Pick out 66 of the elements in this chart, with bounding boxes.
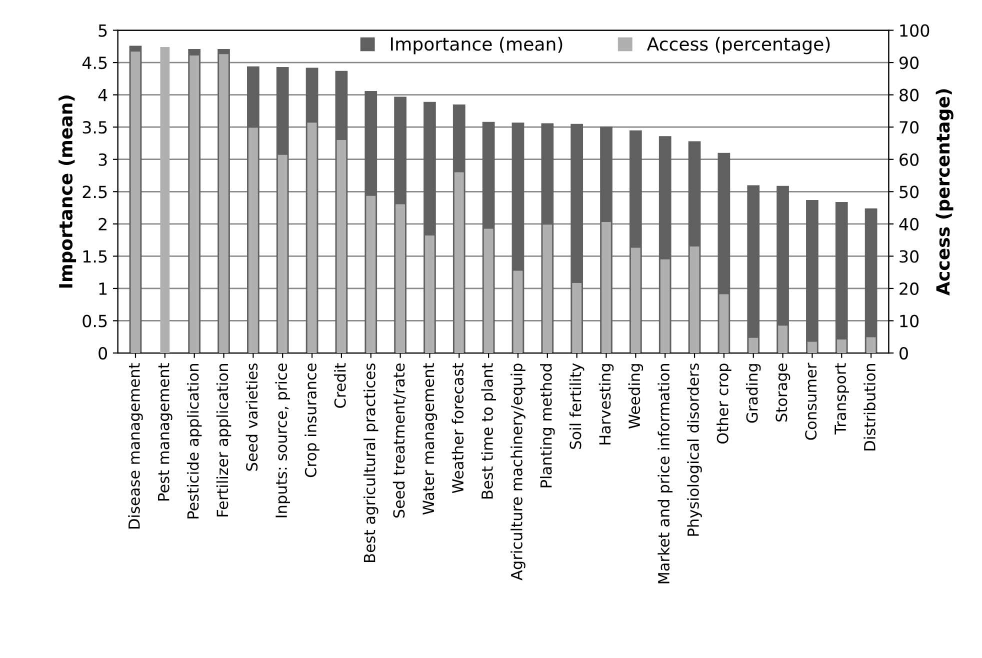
x-tick-label: Fertilizer application [216, 364, 232, 516]
y-tick-label: 3 [98, 153, 107, 166]
bar [806, 200, 818, 354]
bar [160, 47, 170, 354]
y2-tick-label: 20 [900, 282, 919, 296]
x-tick-label: Pest management [158, 363, 172, 500]
y2-tick-label: 40 [899, 218, 919, 230]
x-tick-label: Storage [776, 364, 790, 422]
y-tick-label: 4 [98, 89, 108, 102]
x-tick-label: Other crop [716, 364, 732, 444]
y2-tick-label: 30 [900, 250, 919, 263]
y-tick-label: 1 [99, 282, 107, 295]
bar [864, 208, 878, 354]
bar [602, 222, 611, 354]
y2-tick-label: 50 [900, 186, 919, 198]
x-tick-label: Agriculture machinery/equip [510, 364, 526, 580]
x-tick-label: Inputs: source, price [275, 364, 290, 518]
bar [778, 326, 788, 354]
y2-tick-label: 100 [900, 24, 930, 37]
bar [808, 342, 817, 354]
y2-tick-label: 90 [899, 56, 919, 70]
bar [572, 282, 582, 354]
y-tick-label: 0.5 [82, 314, 107, 328]
y2-tick-label: 80 [900, 88, 919, 102]
x-tick-label: Water management [422, 363, 438, 515]
bar [866, 337, 876, 354]
bar [836, 339, 846, 354]
bar [748, 338, 758, 354]
x-tick-label: Physiological disorders [687, 363, 702, 536]
y-tick-label: 5 [98, 24, 107, 37]
x-tick-label: Planting method [540, 364, 555, 488]
y-tick-label: 0 [98, 346, 108, 360]
x-tick-label: Grading [746, 364, 761, 423]
y2-tick-label: 0 [900, 346, 908, 360]
x-tick-label: Credit [334, 363, 346, 408]
legend-label: Access (percentage) [646, 36, 830, 54]
y-axis-title: Importance (mean) [58, 96, 76, 288]
x-tick-label: Disease management [128, 363, 143, 529]
x-tick-label: Seed varieties [246, 363, 258, 471]
x-tick-label: Market and price information [658, 364, 672, 584]
y-tick-label: 4.5 [82, 56, 107, 70]
x-tick-label: Transport [834, 363, 850, 434]
y2-tick-label: 60 [900, 153, 919, 166]
y-tick-label: 1.5 [83, 250, 107, 263]
y-tick-label: 2 [98, 218, 106, 230]
y2-tick-label: 10 [900, 314, 919, 328]
y2-axis-title: Access (percentage) [936, 89, 954, 296]
x-tick-label: Best agricultural practices [363, 363, 378, 562]
x-tick-label: Weather forecast [452, 363, 464, 494]
y-tick-label: 3.5 [82, 121, 107, 134]
legend-label: Importance (mean) [391, 36, 562, 54]
bar [747, 185, 760, 354]
x-tick-label: Distribution [864, 364, 876, 450]
bar [835, 202, 848, 354]
x-tick-label: Crop insurance [304, 364, 320, 478]
x-tick-label: Pesticide application [186, 364, 202, 518]
x-tick-label: Seed treatment/rate [392, 364, 406, 518]
bar [425, 236, 434, 354]
x-tick-label: Best time to plant [481, 363, 496, 498]
x-tick-label: Soil fertility [569, 363, 584, 449]
x-tick-label: Weeding [628, 364, 644, 429]
y2-tick-label: 70 [900, 121, 919, 134]
x-tick-label: Consumer [805, 362, 817, 440]
bar [719, 294, 729, 354]
y-tick-label: 2.5 [82, 186, 107, 198]
x-tick-label: Harvesting [598, 364, 614, 444]
